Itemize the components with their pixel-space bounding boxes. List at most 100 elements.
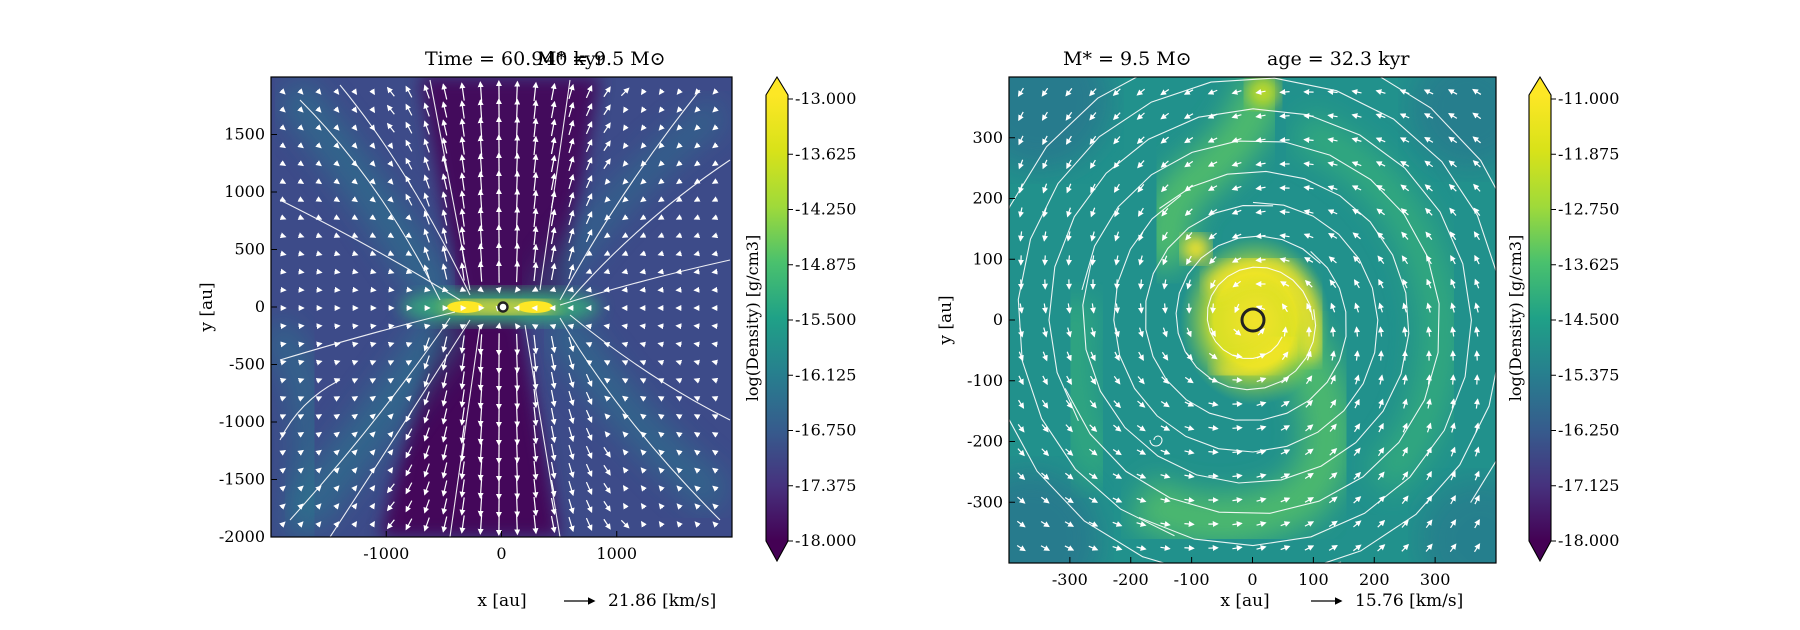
left-velocity-arrow bbox=[369, 485, 376, 492]
right-velocity-arrow bbox=[1376, 184, 1386, 191]
left-velocity-arrow bbox=[585, 229, 593, 243]
left-velocity-arrow bbox=[622, 196, 629, 203]
right-velocity-arrow bbox=[1017, 448, 1025, 457]
left-velocity-arrow bbox=[333, 467, 340, 474]
left-velocity-arrow bbox=[658, 106, 665, 113]
right-velocity-arrow bbox=[1184, 473, 1195, 479]
left-colorbar-tick-label: -13.000 bbox=[795, 89, 856, 108]
left-velocity-arrow bbox=[603, 140, 611, 152]
left-velocity-arrow bbox=[315, 250, 323, 257]
left-velocity-arrow bbox=[369, 502, 376, 510]
right-velocity-arrow bbox=[1304, 521, 1315, 527]
right-sink-particle bbox=[1240, 307, 1266, 333]
right-velocity-arrow bbox=[1351, 113, 1362, 119]
right-velocity-arrow bbox=[1042, 327, 1048, 338]
right-velocity-arrow bbox=[1210, 279, 1216, 289]
right-velocity-arrow bbox=[1330, 326, 1337, 337]
left-velocity-arrow bbox=[532, 496, 539, 517]
right-velocity-arrow bbox=[1447, 89, 1458, 95]
left-velocity-arrow bbox=[640, 178, 647, 185]
left-velocity-arrow bbox=[585, 360, 593, 366]
left-velocity-arrow bbox=[406, 323, 413, 330]
left-velocity-arrow bbox=[693, 178, 701, 184]
right-velocity-arrow bbox=[1112, 521, 1123, 527]
right-velocity-arrow bbox=[1184, 496, 1195, 503]
left-velocity-arrow bbox=[585, 286, 592, 293]
right-velocity-arrow bbox=[1474, 254, 1480, 265]
left-velocity-arrow bbox=[711, 196, 719, 202]
left-velocity-arrow bbox=[315, 88, 322, 95]
right-velocity-arrow bbox=[1426, 278, 1432, 289]
right-velocity-arrow bbox=[1474, 278, 1480, 289]
right-xtick-label: 200 bbox=[1359, 570, 1390, 589]
right-velocity-arrow bbox=[1160, 521, 1171, 527]
right-colorbar-tick-label: -15.375 bbox=[1558, 365, 1619, 384]
right-velocity-arrow bbox=[1351, 137, 1362, 143]
left-velocity-arrow bbox=[514, 152, 521, 175]
right-velocity-arrow bbox=[1303, 161, 1314, 168]
left-colorbar-tick-label: -13.625 bbox=[795, 144, 856, 163]
left-colorbar-tick-label: -16.125 bbox=[795, 365, 856, 384]
left-velocity-arrow bbox=[405, 193, 413, 206]
left-velocity-arrow bbox=[279, 485, 286, 492]
left-velocity-arrow bbox=[621, 286, 628, 293]
right-velocity-arrow bbox=[1113, 424, 1122, 432]
left-velocity-arrow bbox=[514, 224, 521, 247]
right-velocity-arrow bbox=[1280, 497, 1291, 503]
left-velocity-arrow bbox=[333, 214, 341, 220]
right-velocity-arrow bbox=[1450, 326, 1456, 337]
left-velocity-arrow bbox=[550, 154, 557, 173]
right-velocity-arrow bbox=[1425, 374, 1432, 385]
right-velocity-arrow bbox=[1256, 401, 1267, 407]
right-velocity-arrow bbox=[1330, 350, 1336, 361]
left-velocity-arrow bbox=[477, 406, 484, 427]
right-velocity-arrow bbox=[1305, 399, 1313, 408]
left-velocity-arrow bbox=[712, 485, 719, 492]
right-velocity-arrow bbox=[1089, 135, 1097, 145]
left-velocity-arrow bbox=[694, 503, 701, 510]
left-velocity-arrow bbox=[711, 214, 719, 220]
right-velocity-arrow bbox=[1064, 472, 1074, 480]
right-velocity-arrow bbox=[1162, 231, 1168, 241]
left-ytick-label: -2000 bbox=[219, 527, 265, 546]
right-velocity-arrow bbox=[1114, 327, 1120, 338]
right-velocity-arrow bbox=[1402, 398, 1408, 409]
right-velocity-arrow bbox=[1255, 232, 1266, 239]
right-velocity-arrow bbox=[1042, 351, 1048, 362]
left-velocity-arrow bbox=[550, 82, 557, 101]
left-velocity-arrow bbox=[459, 515, 466, 534]
right-velocity-arrow bbox=[1400, 184, 1410, 192]
left-velocity-arrow bbox=[477, 261, 484, 282]
left-velocity-arrow bbox=[550, 353, 557, 372]
left-velocity-arrow bbox=[640, 142, 647, 149]
left-velocity-arrow bbox=[657, 268, 664, 275]
right-velocity-arrow bbox=[1329, 472, 1338, 480]
left-velocity-arrow bbox=[675, 414, 683, 420]
left-velocity-arrow bbox=[514, 242, 521, 265]
left-velocity-arrow bbox=[711, 377, 719, 384]
left-velocity-arrow bbox=[658, 160, 665, 167]
right-velocity-arrow bbox=[1042, 231, 1048, 242]
right-velocity-arrow bbox=[1401, 543, 1410, 552]
right-velocity-arrow bbox=[1231, 233, 1242, 239]
left-velocity-arrow bbox=[369, 431, 376, 438]
left-velocity-arrow bbox=[369, 449, 376, 456]
left-velocity-arrow bbox=[603, 268, 611, 275]
left-velocity-arrow bbox=[279, 449, 287, 456]
left-velocity-arrow bbox=[316, 341, 323, 348]
right-velocity-arrow bbox=[1255, 256, 1266, 263]
left-velocity-arrow bbox=[351, 196, 358, 203]
left-velocity-arrow bbox=[550, 335, 557, 354]
right-velocity-arrow bbox=[1065, 88, 1073, 97]
left-velocity-arrow bbox=[297, 485, 304, 492]
left-velocity-arrow bbox=[351, 378, 359, 384]
right-velocity-arrow bbox=[1399, 113, 1410, 119]
left-velocity-arrow bbox=[658, 521, 665, 528]
right-velocity-arrow bbox=[1472, 112, 1482, 120]
right-velocity-arrow bbox=[1352, 232, 1361, 240]
right-velocity-arrow bbox=[1328, 233, 1338, 239]
left-velocity-arrow bbox=[532, 424, 539, 445]
right-velocity-arrow bbox=[1232, 521, 1243, 528]
right-velocity-arrow bbox=[1065, 399, 1073, 409]
right-velocity-arrow bbox=[1136, 112, 1145, 120]
